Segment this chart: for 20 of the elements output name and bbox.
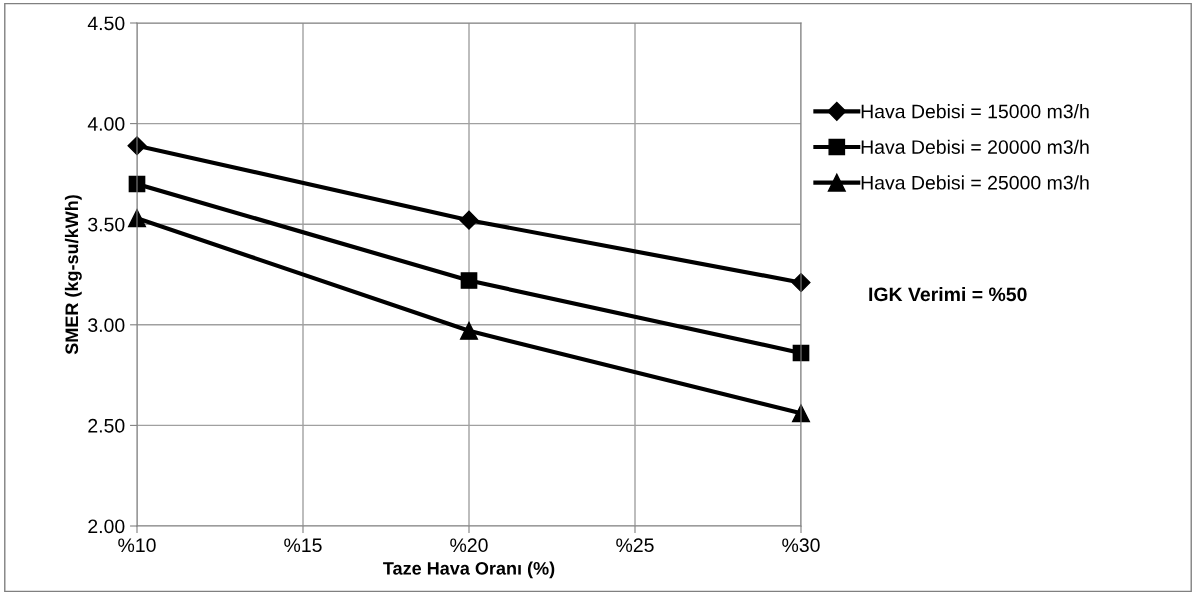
- x-tick-label: %15: [284, 538, 322, 553]
- x-axis-title: Taze Hava Oranı (%): [383, 561, 555, 579]
- x-tick-label: %25: [616, 538, 654, 553]
- legend-label: Hava Debisi = 15000 m3/h: [861, 104, 1089, 119]
- y-tick-label: 4.50: [87, 16, 125, 31]
- y-tick-label: 3.00: [88, 318, 125, 333]
- legend-label: Hava Debisi = 20000 m3/h: [861, 139, 1089, 154]
- y-tick-label: 2.50: [88, 418, 125, 433]
- y-tick-label: 3.50: [88, 217, 125, 232]
- x-tick-label: %20: [450, 538, 488, 553]
- x-tick-label: %30: [782, 538, 820, 553]
- legend-label: Hava Debisi = 25000 m3/h: [861, 175, 1089, 190]
- x-tick-label: %10: [118, 538, 156, 553]
- text: IGK Verimi = %50: [869, 286, 1027, 302]
- point: [459, 210, 479, 230]
- y-tick-label: 4.00: [87, 117, 125, 131]
- y-axis-title: SMER (kg-su/kWh): [64, 195, 82, 355]
- point: [459, 321, 479, 340]
- point: [460, 272, 478, 289]
- y-tick-label: 2.00: [88, 519, 125, 534]
